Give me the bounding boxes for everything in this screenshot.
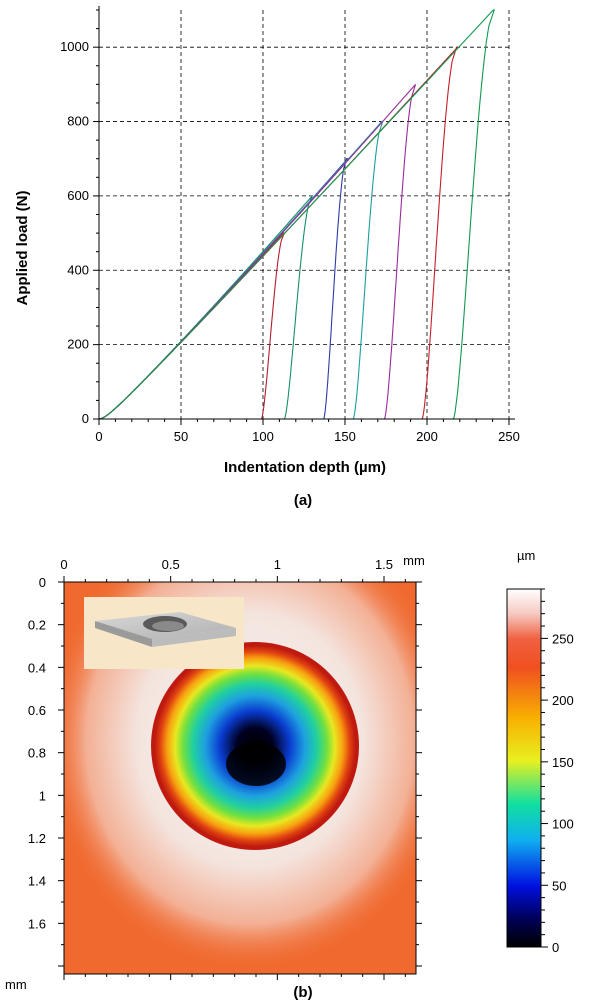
colorbar-tick-label: 150	[552, 755, 574, 770]
colorbar-tick-label: 0	[552, 940, 559, 955]
y-unit-label: mm	[5, 977, 27, 992]
indent-bottom	[226, 742, 286, 786]
series-group	[98, 9, 495, 420]
colorbar-tick-label: 200	[552, 693, 574, 708]
series-line-600	[98, 195, 313, 420]
x-tick-label: 0	[95, 429, 102, 444]
y-tick-label: 400	[67, 262, 89, 277]
series-line-1000	[98, 46, 459, 420]
x-tick-label: 200	[416, 429, 438, 444]
x-tick-label: 0	[60, 557, 67, 572]
y-tick-label: 1.2	[28, 831, 46, 846]
x-tick-label: 1	[274, 557, 281, 572]
x-unit-label: mm	[403, 553, 425, 568]
colorbar: 0 50 100 150 200 250 µm	[506, 548, 574, 955]
map-axes: 0 0.5 1 1.5 0 0.2 0.4 0.6 0.8 1 1.2 1.4 1.6	[28, 557, 422, 980]
x-tick-label: 50	[174, 429, 188, 444]
chart-grid	[99, 10, 510, 419]
x-tick-label: 250	[498, 429, 520, 444]
series-line-900	[98, 84, 417, 420]
y-tick-label: 1	[39, 788, 46, 803]
chart-axes: 0 50 100 150 200 250 0 200 400 600 800 1000	[60, 6, 520, 444]
y-tick-label: 0.6	[28, 703, 46, 718]
colorbar-ticks: 0 50 100 150 200 250	[541, 588, 574, 955]
height-map: 0 0.5 1 1.5 0 0.2 0.4 0.6 0.8 1 1.2 1.4 1.6 mm mm (b…	[5, 548, 574, 1001]
y-tick-label: 0.2	[28, 618, 46, 633]
y-tick-label: 0.8	[28, 746, 46, 761]
y-tick-label: 0	[82, 411, 89, 426]
x-tick-label: 150	[334, 429, 356, 444]
x-tick-label: 1.5	[375, 557, 393, 572]
colorbar-tick-label: 100	[552, 817, 574, 832]
x-tick-label: 0.5	[162, 557, 180, 572]
x-axis-title: Indentation depth (µm)	[224, 459, 386, 476]
panel-label-a: (a)	[294, 492, 312, 509]
x-tick-label: 100	[252, 429, 274, 444]
y-tick-label: 0.4	[28, 660, 46, 675]
series-line-1100	[98, 9, 495, 420]
load-depth-chart: 0 50 100 150 200 250 0 200 400 600 800 1000 Indenta…	[14, 6, 520, 509]
y-tick-label: 600	[67, 188, 89, 203]
y-tick-label: 200	[67, 337, 89, 352]
colorbar-tick-label: 250	[552, 631, 574, 646]
y-tick-label: 1.6	[28, 916, 46, 931]
colorbar-fill	[506, 588, 542, 948]
y-tick-label: 800	[67, 114, 89, 129]
y-tick-label: 1.4	[28, 874, 46, 889]
indent-3d-inset	[84, 597, 244, 669]
panel-label-b: (b)	[293, 984, 312, 1001]
colorbar-unit: µm	[517, 548, 535, 563]
y-axis-title: Applied load (N)	[14, 191, 31, 306]
y-tick-label: 0	[39, 575, 46, 590]
y-tick-label: 1000	[60, 39, 89, 54]
colorbar-tick-label: 50	[552, 878, 566, 893]
